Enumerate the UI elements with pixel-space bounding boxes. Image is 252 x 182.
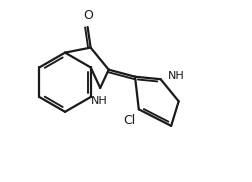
Text: O: O [83,9,93,22]
Text: Cl: Cl [123,114,135,127]
Text: NH: NH [90,96,107,106]
Text: NH: NH [167,71,184,81]
